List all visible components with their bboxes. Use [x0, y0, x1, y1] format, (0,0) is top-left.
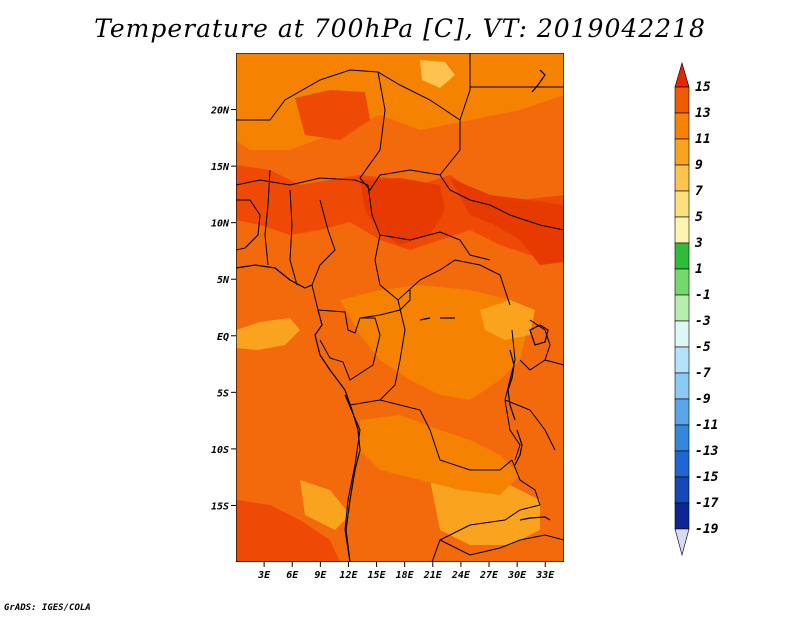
map-title: Temperature at 700hPa [C], VT: 201904221… — [94, 14, 706, 43]
lat-tick-label: 15S — [211, 501, 229, 512]
lon-tick-label: 27E — [479, 570, 499, 581]
lat-tick-label: 10N — [211, 219, 230, 230]
colorbar-label: -17 — [695, 496, 719, 511]
colorbar-segment — [674, 320, 690, 348]
colorbar-segment — [674, 346, 690, 374]
colorbar-label: 11 — [695, 132, 711, 147]
colorbar-segment — [674, 112, 690, 140]
colorbar-label: -19 — [695, 522, 719, 537]
map-axes: 20N 15N 10N 5N EQ 5S 10S 15S 3E 6E 9E 12E 15E 18E 21E 2… — [210, 106, 555, 581]
colorbar-segment — [674, 86, 690, 114]
lon-tick-label: 33E — [535, 570, 555, 581]
warm-patch-south — [300, 480, 350, 530]
colorbar-segment — [674, 138, 690, 166]
colorbar-segment — [674, 164, 690, 192]
colorbar-segment — [674, 424, 690, 452]
colorbar-label: 1 — [695, 262, 703, 277]
colorbar-segment — [674, 268, 690, 296]
colorbar-segment — [674, 242, 690, 270]
colorbar: 15 13 11 9 7 5 3 1 -1 -3 -5 -7 -9 -11 -13 -15 -17 -19 — [674, 61, 719, 557]
map-panel — [236, 53, 564, 562]
lat-tick-label: 10S — [211, 445, 229, 456]
hot-region-north-west — [295, 90, 370, 140]
lat-tick-label: 5N — [217, 275, 230, 286]
country-borders — [236, 53, 564, 562]
lat-tick-label: 15N — [211, 162, 230, 173]
colorbar-bottom-arrow — [674, 528, 690, 557]
colorbar-label: -5 — [695, 340, 711, 355]
colorbar-label: 13 — [695, 106, 711, 121]
colorbar-label: -3 — [695, 314, 711, 329]
lat-tick-label: 20N — [210, 106, 230, 117]
grads-credit: GrADS: IGES/COLA — [4, 603, 91, 613]
lon-tick-label: 21E — [423, 570, 443, 581]
colorbar-label: 3 — [694, 236, 703, 251]
colorbar-segment — [674, 216, 690, 244]
lon-tick-label: 3E — [257, 570, 271, 581]
warm-patch-yellow-north — [420, 60, 455, 88]
colorbar-label: 7 — [695, 184, 703, 199]
colorbar-label: 5 — [695, 210, 703, 225]
warm-region-south-center — [360, 415, 520, 495]
lat-tick-label: EQ — [217, 332, 229, 343]
warm-patch-gulf — [236, 318, 300, 350]
colorbar-top-arrow — [674, 61, 690, 88]
lon-tick-label: 6E — [286, 570, 299, 581]
colorbar-segment — [674, 398, 690, 426]
colorbar-label: -15 — [695, 470, 719, 485]
colorbar-label: 9 — [695, 158, 703, 173]
colorbar-segment — [674, 502, 690, 530]
colorbar-segment — [674, 450, 690, 478]
colorbar-label: 15 — [695, 80, 711, 95]
colorbar-segment — [674, 476, 690, 504]
lon-tick-label: 30E — [507, 570, 527, 581]
coastlines-and-lakes — [236, 69, 551, 562]
lon-tick-label: 18E — [396, 570, 415, 581]
lat-tick-label: 5S — [217, 388, 229, 399]
lon-tick-label: 12E — [339, 570, 358, 581]
hot-region-center-north — [360, 178, 445, 245]
lon-tick-label: 15E — [368, 570, 387, 581]
colorbar-segment — [674, 190, 690, 218]
colorbar-segment — [674, 294, 690, 322]
colorbar-label: -7 — [695, 366, 711, 381]
lon-tick-label: 24E — [451, 570, 471, 581]
colorbar-label: -13 — [695, 444, 719, 459]
colorbar-label: -9 — [695, 392, 711, 407]
colorbar-label: -11 — [695, 418, 718, 433]
warm-patch-east — [480, 300, 535, 340]
hot-region-southwest — [236, 500, 340, 562]
hot-region-east-north — [450, 178, 564, 265]
colorbar-segment — [674, 372, 690, 400]
lon-tick-label: 9E — [314, 570, 327, 581]
colorbar-label: -1 — [695, 288, 711, 303]
